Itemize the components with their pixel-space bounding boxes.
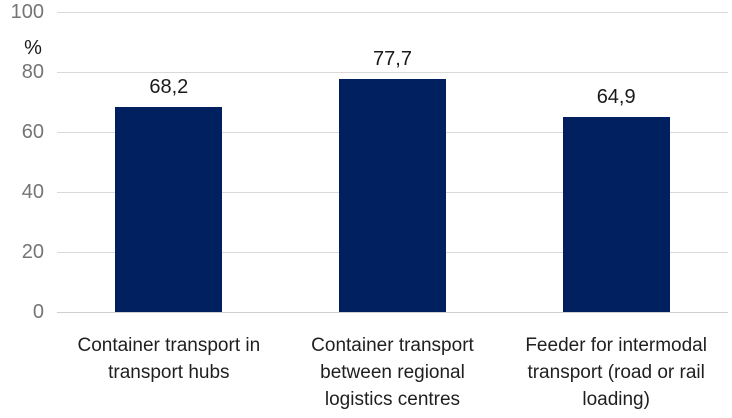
gridline bbox=[57, 72, 728, 73]
x-category-label-text: Container transport in transport hubs bbox=[77, 335, 261, 383]
bar bbox=[339, 78, 446, 312]
bar bbox=[115, 107, 223, 312]
gridline bbox=[57, 12, 728, 13]
x-category-label-text: Feeder for intermodal transport (road or… bbox=[525, 335, 707, 410]
y-tick-label: 20 bbox=[21, 241, 44, 263]
bar-value-label: 77,7 bbox=[373, 47, 412, 70]
bar-value-label: 68,2 bbox=[149, 76, 189, 99]
bar bbox=[562, 117, 670, 312]
bar-value-label: 64,9 bbox=[596, 86, 636, 109]
y-tick-label: 80 bbox=[21, 61, 44, 83]
y-tick-label: 60 bbox=[21, 121, 44, 143]
y-tick-label: 40 bbox=[21, 181, 44, 203]
x-category-label-text: Container transport between regional log… bbox=[311, 335, 474, 410]
y-tick-label: 100 bbox=[10, 1, 44, 23]
x-axis-line bbox=[57, 312, 728, 313]
x-category-label: Feeder for intermodal transport (road or… bbox=[504, 332, 728, 413]
x-category-label: Container transport in transport hubs bbox=[57, 332, 281, 386]
y-axis-unit-label: % bbox=[24, 37, 42, 59]
x-category-label: Container transport between regional log… bbox=[281, 332, 505, 413]
y-tick-label: 0 bbox=[32, 301, 44, 323]
